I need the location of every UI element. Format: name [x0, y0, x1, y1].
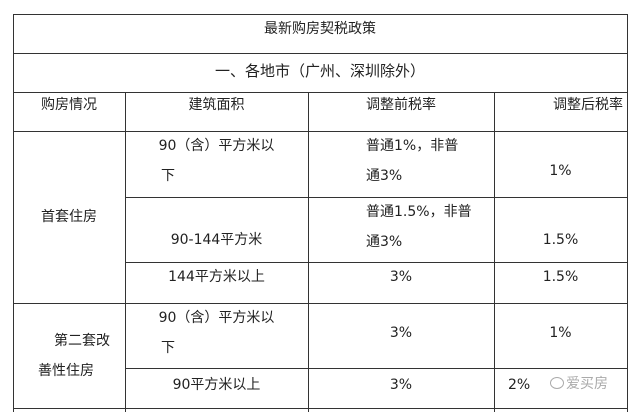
- rate-before-line: 通3%: [366, 168, 403, 184]
- rate-before-line: 普通1.5%，非普: [366, 204, 472, 220]
- row-divider: [13, 14, 627, 15]
- rate-after-cell: 2%: [508, 377, 531, 393]
- group-label-text: 首套住房: [41, 209, 97, 225]
- rate-before-line: 通3%: [366, 234, 403, 250]
- group-label-text: 善性住房: [38, 362, 94, 379]
- rate-before-line: 普通1%，非普: [366, 138, 459, 154]
- watermark: 爱买房: [550, 370, 608, 396]
- column-divider: [125, 92, 126, 412]
- row-divider: [125, 262, 627, 263]
- area-line: 90（含）平方米以: [158, 310, 275, 326]
- area-cell: 144平方米以上: [168, 269, 265, 285]
- row-divider: [13, 53, 627, 54]
- row-divider: [13, 303, 627, 304]
- area-cell: 90（含）平方米以下: [125, 131, 308, 191]
- table-title: 最新购房契税政策: [264, 21, 376, 37]
- group-label-text: 第二套改: [54, 332, 110, 349]
- row-divider: [125, 368, 627, 369]
- wechat-icon: [550, 377, 564, 389]
- watermark-text: 爱买房: [566, 376, 608, 392]
- rate-before-cell: 3%: [389, 325, 413, 341]
- row-divider: [13, 131, 627, 132]
- area-line: 下: [161, 340, 175, 356]
- column-divider: [308, 92, 309, 412]
- column-divider: [627, 14, 628, 412]
- group-label-second-home: 第二套改善性住房: [13, 303, 125, 408]
- header-rate-before: 调整前税率: [366, 97, 436, 113]
- header-purchase-type: 购房情况: [41, 97, 97, 113]
- area-line: 下: [161, 168, 175, 184]
- rate-after-cell: 1%: [549, 163, 572, 179]
- header-area: 建筑面积: [188, 97, 245, 113]
- rate-before-cell: 3%: [389, 377, 413, 393]
- rate-before-cell: 普通1%，非普 通3%: [308, 131, 494, 191]
- area-cell: 90（含）平方米以下: [125, 303, 308, 363]
- area-cell: 90平方米以上: [172, 377, 261, 393]
- group-label-first-home: 首套住房: [13, 131, 125, 303]
- row-divider: [125, 197, 627, 198]
- row-divider: [13, 408, 627, 409]
- rate-before-cell: 普通1.5%，非普 通3%: [308, 197, 494, 257]
- column-divider: [494, 92, 495, 412]
- rate-after-cell: 1.5%: [542, 269, 579, 285]
- table-subtitle: 一、各地市（广州、深圳除外）: [214, 62, 425, 80]
- rate-after-cell: 1%: [549, 325, 572, 341]
- header-rate-after: 调整后税率: [553, 97, 623, 113]
- rate-after-cell: 1.5%: [542, 232, 579, 248]
- column-divider: [13, 14, 14, 412]
- rate-before-cell: 3%: [389, 269, 413, 285]
- row-divider: [13, 92, 627, 93]
- area-line: 90（含）平方米以: [158, 138, 275, 154]
- area-cell: 90-144平方米: [170, 232, 263, 248]
